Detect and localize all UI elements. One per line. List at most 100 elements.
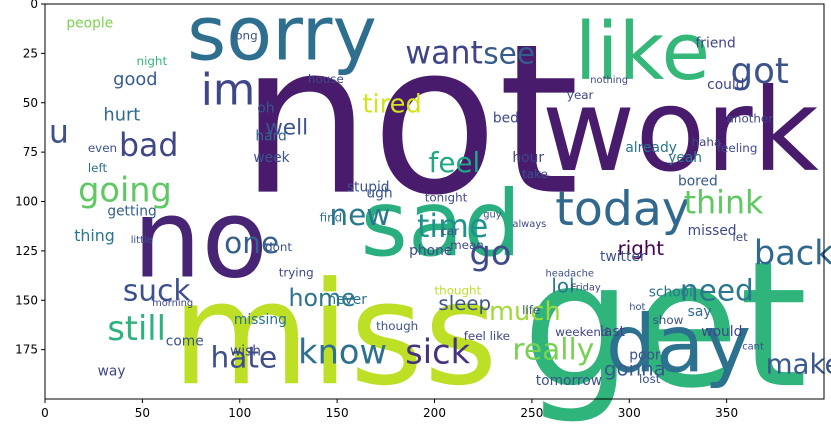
word-find: find xyxy=(320,210,343,224)
x-tick-label: 300 xyxy=(618,406,641,420)
word-hour: hour xyxy=(512,150,544,166)
word-day: day xyxy=(606,298,751,390)
y-tick-label: 25 xyxy=(23,46,38,60)
word-hard: hard xyxy=(255,128,286,144)
word-weekend: weekend xyxy=(555,325,608,339)
word-let: let xyxy=(732,230,748,244)
word-haha: haha xyxy=(692,135,722,149)
y-tick-label: 125 xyxy=(15,244,38,258)
word-ugh: ugh xyxy=(366,186,392,202)
word-know: know xyxy=(298,332,387,371)
word-bad: bad xyxy=(119,128,178,164)
word-make: make xyxy=(766,347,831,380)
word-poor: poor xyxy=(629,348,661,364)
word-suck: suck xyxy=(123,273,191,307)
y-tick-label: 150 xyxy=(15,293,38,307)
word-time: time xyxy=(417,209,488,245)
word-missed: missed xyxy=(688,223,737,239)
word-even: even xyxy=(88,141,117,155)
word-hurt: hurt xyxy=(103,105,140,126)
word-week: week xyxy=(253,150,289,166)
word-lost: lost xyxy=(639,372,661,386)
word-life: life xyxy=(522,303,540,317)
word-headache: headache xyxy=(546,269,594,280)
word-school: school xyxy=(649,284,693,300)
word-twitter: twitter xyxy=(600,249,646,265)
word-night: night xyxy=(137,54,168,68)
word-want: want xyxy=(405,35,483,71)
word-little: little xyxy=(131,235,153,246)
word-nothing: nothing xyxy=(590,75,628,86)
word-another: another xyxy=(727,112,774,126)
word-sorry: sorry xyxy=(187,0,377,77)
word-though: though xyxy=(376,319,418,333)
word-like: like xyxy=(575,6,710,98)
word-work: work xyxy=(542,65,820,198)
word-getting: getting xyxy=(107,203,156,219)
word-tonight: tonight xyxy=(425,191,468,205)
word-show: show xyxy=(653,313,684,327)
word-hate: hate xyxy=(211,340,278,374)
word-left: left xyxy=(88,161,108,175)
word-people: people xyxy=(66,16,113,32)
word-guy: guy xyxy=(483,209,502,220)
y-tick-label: 175 xyxy=(15,343,38,357)
word-dont: dont xyxy=(265,240,292,254)
word-wish: wish xyxy=(230,344,261,360)
word-see: see xyxy=(483,36,535,70)
word-one: one xyxy=(224,226,279,260)
word-phone: phone xyxy=(409,243,452,259)
x-tick-label: 200 xyxy=(423,406,446,420)
word-sad: sad xyxy=(360,172,521,277)
word-lol: lol xyxy=(551,274,574,297)
word-stupid: stupid xyxy=(347,180,390,196)
word-bed: bed xyxy=(493,111,519,127)
word-take: take xyxy=(522,167,548,181)
word-feeling: feeling xyxy=(717,141,758,155)
word-not: not xyxy=(240,0,580,241)
word-missing: missing xyxy=(234,312,287,328)
word-come: come xyxy=(166,334,204,350)
word-got: got xyxy=(731,51,789,92)
y-tick-label: 75 xyxy=(23,145,38,159)
word-feel: feel xyxy=(429,146,481,179)
word-house: house xyxy=(308,72,344,86)
x-tick-label: 350 xyxy=(715,406,738,420)
word-new: new xyxy=(329,198,390,232)
word-tired: tired xyxy=(362,90,421,120)
x-tick-label: 250 xyxy=(520,406,543,420)
word-already: already xyxy=(625,140,677,156)
word-sleep: sleep xyxy=(438,292,491,315)
word-trying: trying xyxy=(279,266,314,280)
word-say: say xyxy=(688,304,712,320)
word-gonna: gonna xyxy=(604,357,666,380)
word-feel-like: feel like xyxy=(464,329,510,343)
word-bored: bored xyxy=(678,174,718,190)
word-right: right xyxy=(618,237,665,260)
word-mean: mean xyxy=(450,238,484,252)
word-back: back xyxy=(754,234,831,273)
word-think: think xyxy=(684,185,764,221)
word-much: much xyxy=(489,297,561,327)
y-tick-label: 50 xyxy=(23,96,38,110)
word-no: no xyxy=(133,176,268,303)
word-u: u xyxy=(49,114,69,150)
word-home: home xyxy=(288,284,355,312)
word-yeah: yeah xyxy=(668,150,702,166)
word-tomorrow: tomorrow xyxy=(536,373,602,389)
word-year: year xyxy=(567,88,594,102)
word-sick: sick xyxy=(405,332,470,371)
word-thought: thought xyxy=(435,283,482,297)
y-axis: 0 25 50 75 100 125 150 175 xyxy=(15,0,45,357)
word-go: go xyxy=(470,234,512,273)
word-morning: morning xyxy=(152,298,193,309)
word-really: really xyxy=(512,333,594,367)
word-car: car xyxy=(440,224,459,238)
word-good: good xyxy=(113,69,157,90)
word-get: get xyxy=(522,224,807,426)
x-tick-label: 50 xyxy=(135,406,150,420)
x-tick-label: 0 xyxy=(41,406,49,420)
